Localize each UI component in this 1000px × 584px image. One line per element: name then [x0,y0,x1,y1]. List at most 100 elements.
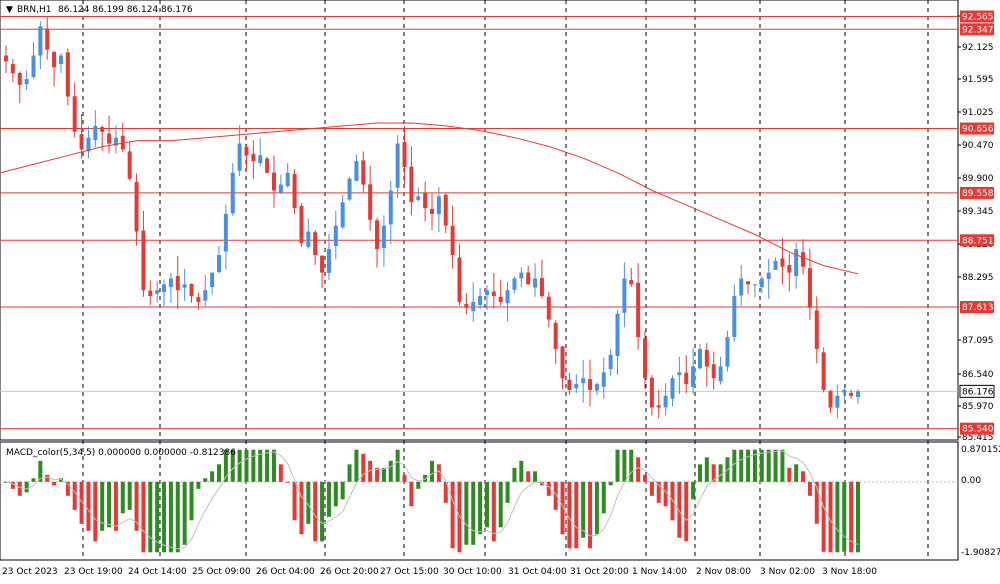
macd-bar [746,449,751,482]
macd-bar [86,481,91,531]
price-axis-label: 91.595 [962,75,994,85]
macd-top-value: 0.870152 [961,445,1000,455]
candle-body [560,346,565,379]
time-axis-label: 3 Nov 18:00 [822,567,877,577]
macd-bar [794,464,799,482]
candle-body [663,395,668,408]
candle-body [347,178,352,200]
macd-bar [821,481,826,552]
macd-bar [649,481,654,496]
time-axis-label: 23 Oct 19:00 [64,567,123,577]
macd-bar [340,481,345,500]
candle-body [237,143,242,171]
candle-body [381,225,386,248]
time-axis-label: 3 Nov 02:00 [760,567,815,577]
macd-bar [155,481,160,553]
candle-body [697,348,702,369]
macd-bar [31,478,36,482]
time-axis-label: 2 Nov 08:00 [696,567,751,577]
candle-body [416,196,421,200]
candle-body [464,304,469,308]
price-axis-label: 87.095 [962,336,994,346]
candle-body [608,354,613,370]
candle-body [299,206,304,244]
macd-bar [196,481,201,489]
macd-bar [814,481,819,524]
candle-body [333,225,338,247]
candle-body [72,96,77,132]
candle-body [704,349,709,367]
macd-bar [801,471,806,482]
macd-bar [223,449,228,482]
candle-body [670,378,675,399]
macd-bar [498,481,503,528]
level-tag-label: 90.656 [962,125,994,135]
candle-body [251,153,256,162]
macd-bar [375,467,380,482]
macd-bar [787,467,792,482]
candle-body [849,392,854,396]
macd-bar [271,449,276,482]
candle-body [4,55,8,62]
macd-bar [546,481,551,496]
macd-bar [100,481,105,531]
candle-body [162,284,167,292]
candle-body [402,142,407,167]
macd-bar [388,460,393,482]
macd-bar [766,449,771,482]
macd-bottom-value: -1.90827 [961,548,1000,558]
macd-bar [65,481,70,496]
macd-bar [711,464,716,482]
candle-body [10,64,15,74]
macd-bar [175,481,180,553]
candle-body [258,155,263,164]
candle-body [594,384,599,391]
candle-body [835,395,840,408]
macd-bar [306,481,311,524]
macd-bar [553,481,558,510]
macd-bar [828,481,833,553]
macd-bar [581,481,586,538]
price-axis-label: 92.125 [962,43,994,53]
macd-signal-line [5,450,859,550]
macd-bar [52,481,57,486]
macd-bar [526,471,531,482]
candle-body [292,173,297,209]
candle-body [52,51,57,68]
macd-bar [539,481,544,486]
macd-bar [244,449,249,482]
candle-body [814,310,819,349]
candle-body [718,366,723,382]
candle-body [182,284,187,288]
candle-body [512,278,517,290]
macd-bar [574,481,579,549]
macd-bar [381,467,386,482]
macd-bar [691,481,696,500]
price-axis-label: 89.345 [962,207,994,217]
candle-body [794,249,799,276]
macd-bar [230,449,235,482]
macd-bar [107,481,112,528]
macd-bar [210,471,215,482]
candle-body [230,172,235,214]
candle-body [471,301,476,312]
candle-body [739,278,744,296]
time-axis-label: 31 Oct 04:00 [508,567,567,577]
candle-body [711,364,716,379]
candle-body [519,272,524,279]
macd-bar [697,464,702,482]
time-axis-label: 1 Nov 14:00 [632,567,687,577]
candle-body [752,284,757,286]
candle-body [223,213,228,252]
collapse-icon[interactable]: ▼ [6,5,13,15]
horizontal-levels[interactable] [0,16,958,430]
macd-bar [718,464,723,482]
price-axis-label: 86.540 [962,370,994,380]
candle-body [31,55,36,78]
macd-bar [615,449,620,482]
candle-body [395,143,400,188]
candle-body [478,296,483,306]
candle-body [725,337,730,367]
